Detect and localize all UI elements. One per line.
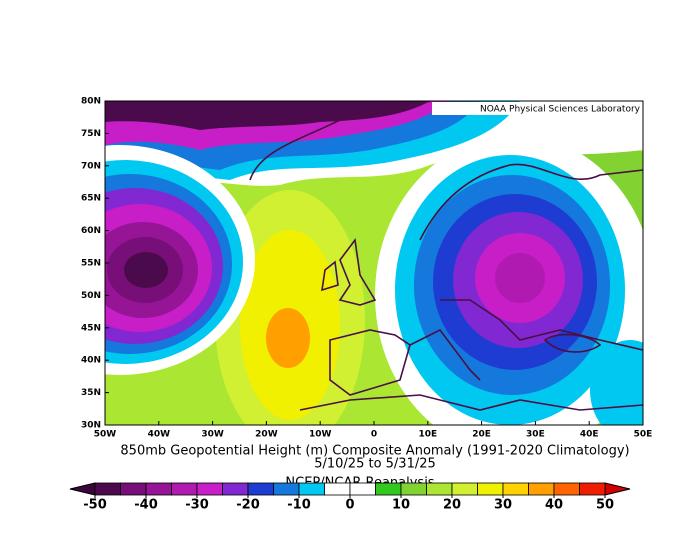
colorbar-label: 30 [494,498,512,513]
coastlines [249,101,643,411]
lon-label: 10E [418,430,437,440]
colorbar-label: -20 [236,498,260,513]
credit-box [432,102,642,115]
colorbar-label: 40 [545,498,563,513]
lon-label: 30E [526,430,545,440]
colorbar-box [451,482,478,496]
colorbar-label: 50 [596,498,614,513]
colorbar-box [324,482,351,496]
lat-label: 50N [81,291,101,301]
lat-label: 30N [81,421,101,431]
colorbar-under [69,482,96,496]
lat-label: 80N [81,97,101,107]
lon-label: 50E [634,430,653,440]
lat-label: 45N [81,323,101,333]
lat-label: 60N [81,226,101,236]
colorbar-box [349,482,376,496]
colorbar-box [477,482,504,496]
colorbar-box [247,482,274,496]
colorbar-label: 10 [392,498,410,513]
lat-label: 75N [81,129,101,139]
lat-label: 35N [81,388,101,398]
lat-label: 55N [81,259,101,269]
colorbar-label: -50 [83,498,107,513]
date-range: 5/10/25 to 5/31/25 [314,457,436,472]
colorbar-box [502,482,529,496]
lon-label: 10W [309,430,332,440]
colorbar-box [298,482,325,496]
lon-label: 0 [371,430,377,440]
colorbar-box [120,482,147,496]
lat-label: 65N [81,194,101,204]
colorbar-label: -10 [287,498,311,513]
colorbar-box [579,482,606,496]
colorbar-box [222,482,249,496]
anomaly-field [105,101,643,425]
colorbar-over [604,482,631,496]
lon-label: 20E [472,430,491,440]
colorbar-box [400,482,427,496]
map-title: 850mb Geopotential Height (m) Composite … [120,444,629,459]
colorbar-box [94,482,121,496]
lon-label: 30W [201,430,224,440]
lon-label: 40E [580,430,599,440]
colorbar-box [196,482,223,496]
lon-label: 50W [94,430,117,440]
colorbar-box [426,482,453,496]
colorbar-label: 20 [443,498,461,513]
colorbar-box [171,482,198,496]
lon-label: 40W [148,430,171,440]
colorbar-label: -40 [134,498,158,513]
colorbar-label: 0 [345,498,354,513]
lat-label: 70N [81,161,101,171]
colorbar-box [145,482,172,496]
lon-label: 20W [255,430,278,440]
colorbar-box [375,482,402,496]
colorbar-box [528,482,555,496]
lat-label: 40N [81,356,101,366]
colorbar-box [553,482,580,496]
colorbar-label: -30 [185,498,209,513]
credit: NOAA Physical Sciences Laboratory [480,105,641,115]
colorbar-box [273,482,300,496]
